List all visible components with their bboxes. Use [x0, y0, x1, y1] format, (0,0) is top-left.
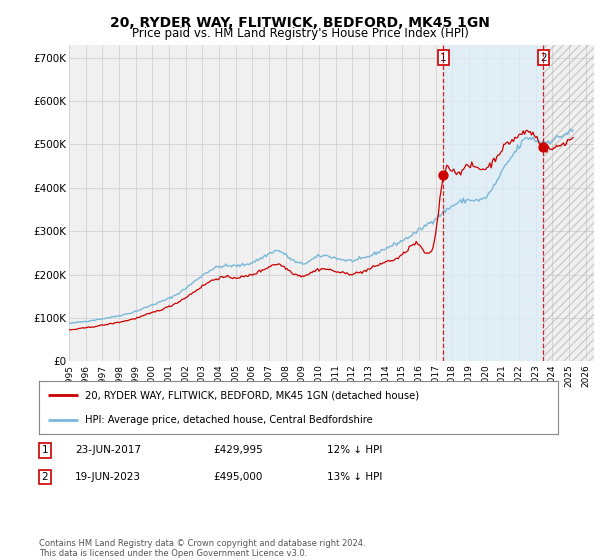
Bar [544, 45, 594, 361]
Text: 20, RYDER WAY, FLITWICK, BEDFORD, MK45 1GN (detached house): 20, RYDER WAY, FLITWICK, BEDFORD, MK45 1… [85, 390, 419, 400]
Text: 13% ↓ HPI: 13% ↓ HPI [327, 472, 382, 482]
Text: 2: 2 [41, 472, 49, 482]
Bar [443, 45, 544, 361]
Text: Price paid vs. HM Land Registry's House Price Index (HPI): Price paid vs. HM Land Registry's House … [131, 27, 469, 40]
Text: Contains HM Land Registry data © Crown copyright and database right 2024.
This d: Contains HM Land Registry data © Crown c… [39, 539, 365, 558]
Text: 19-JUN-2023: 19-JUN-2023 [75, 472, 141, 482]
Text: 2: 2 [540, 53, 547, 63]
Text: 1: 1 [41, 445, 49, 455]
Point [539, 142, 548, 151]
Point [439, 170, 448, 179]
Bar [544, 45, 594, 361]
Text: 20, RYDER WAY, FLITWICK, BEDFORD, MK45 1GN: 20, RYDER WAY, FLITWICK, BEDFORD, MK45 1… [110, 16, 490, 30]
Text: 1: 1 [440, 53, 447, 63]
Text: HPI: Average price, detached house, Central Bedfordshire: HPI: Average price, detached house, Cent… [85, 414, 373, 424]
Text: 12% ↓ HPI: 12% ↓ HPI [327, 445, 382, 455]
Text: £495,000: £495,000 [213, 472, 262, 482]
Text: £429,995: £429,995 [213, 445, 263, 455]
Text: 23-JUN-2017: 23-JUN-2017 [75, 445, 141, 455]
